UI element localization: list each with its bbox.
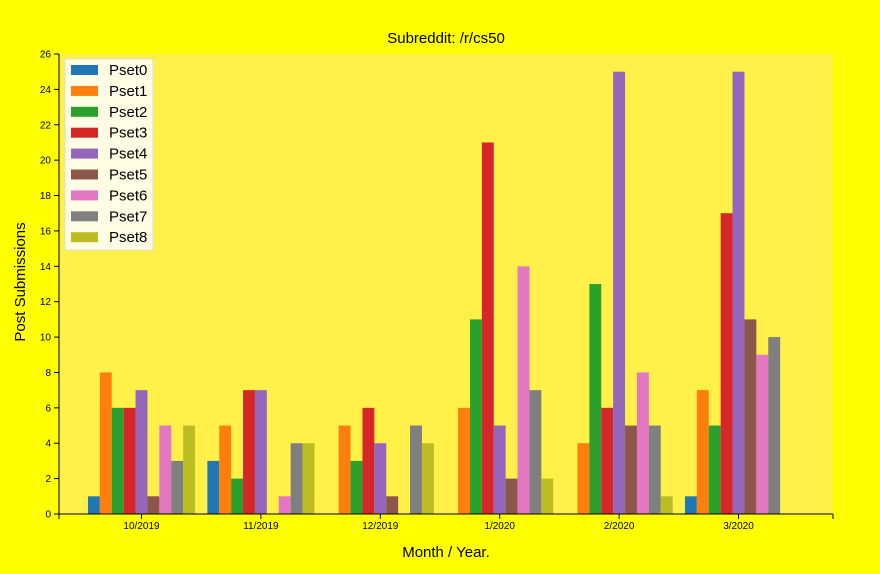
y-tick-label: 6 xyxy=(45,403,51,414)
legend-swatch-pset3 xyxy=(71,127,98,138)
bar-pset0-10-2019 xyxy=(87,496,100,514)
bar-pset4-12-2019 xyxy=(374,443,387,514)
y-tick-label: 0 xyxy=(45,510,51,521)
bar-pset6-1-2020 xyxy=(517,266,530,514)
y-tick-label: 2 xyxy=(45,474,51,485)
bar-pset8-1-2020 xyxy=(541,478,554,514)
y-tick-label: 22 xyxy=(40,120,52,131)
legend-swatch-pset2 xyxy=(71,106,98,117)
bar-pset2-12-2019 xyxy=(350,460,363,514)
x-tick-label: 1/2020 xyxy=(484,521,515,532)
y-axis-label: Post Submissions xyxy=(12,222,29,341)
bar-pset7-3-2020 xyxy=(768,337,781,514)
bar-pset7-2-2020 xyxy=(648,425,661,514)
bar-pset3-3-2020 xyxy=(720,213,733,515)
y-tick-label: 14 xyxy=(40,262,52,273)
x-axis: 10/2019 11/2019 12/2019 1/2020 2/2020 3/2020 xyxy=(58,513,834,532)
bar-pset2-2-2020 xyxy=(589,284,602,514)
bar-pset3-1-2020 xyxy=(481,142,494,514)
y-tick-label: 4 xyxy=(45,439,51,450)
legend-swatch-pset6 xyxy=(71,190,98,201)
x-tick-label: 12/2019 xyxy=(362,521,399,532)
bar-pset4-2-2020 xyxy=(613,71,626,514)
bar-pset1-11-2019 xyxy=(219,425,232,514)
y-tick-label: 10 xyxy=(40,333,52,344)
bar-pset8-10-2019 xyxy=(183,425,196,514)
legend-swatch-pset1 xyxy=(71,85,98,96)
legend-label-pset2: Pset2 xyxy=(109,104,147,121)
bar-pset0-11-2019 xyxy=(207,460,220,514)
legend-label-pset1: Pset1 xyxy=(109,83,147,100)
bar-pset1-1-2020 xyxy=(458,407,470,514)
bar-pset5-3-2020 xyxy=(744,319,757,514)
legend-swatch-pset8 xyxy=(71,232,98,243)
bar-pset4-1-2020 xyxy=(493,425,506,514)
legend-label-pset6: Pset6 xyxy=(109,187,147,204)
y-tick-label: 8 xyxy=(45,368,51,379)
bar-pset1-2-2020 xyxy=(577,443,590,514)
legend-label-pset8: Pset8 xyxy=(109,229,147,246)
y-tick-label: 18 xyxy=(40,191,52,202)
y-tick-label: 26 xyxy=(40,50,52,61)
bar-pset8-12-2019 xyxy=(421,443,434,514)
bar-pset5-1-2020 xyxy=(505,478,518,514)
legend-label-pset4: Pset4 xyxy=(109,146,147,163)
x-tick-label: 10/2019 xyxy=(123,521,160,532)
bar-pset2-3-2020 xyxy=(708,425,721,514)
x-tick-label: 3/2020 xyxy=(723,521,754,532)
bar-pset5-12-2019 xyxy=(386,496,399,514)
legend: Pset0 Pset1 Pset2 Pset3 Pset4 Pset5 Pset6 Pset7… xyxy=(64,58,154,251)
legend-swatch-pset7 xyxy=(71,211,98,222)
x-tick-label: 11/2019 xyxy=(243,521,279,532)
bar-pset7-12-2019 xyxy=(410,425,422,514)
bars-group xyxy=(87,71,781,515)
bar-pset7-11-2019 xyxy=(290,443,303,514)
legend-label-pset3: Pset3 xyxy=(109,125,147,142)
bar-pset7-1-2020 xyxy=(529,390,542,514)
bar-pset6-11-2019 xyxy=(278,496,291,514)
bar-pset3-12-2019 xyxy=(362,407,375,514)
y-tick-label: 12 xyxy=(40,297,52,308)
bar-pset1-10-2019 xyxy=(99,372,112,514)
chart-title: Subreddit: /r/cs50 xyxy=(387,30,505,47)
bar-pset5-10-2019 xyxy=(147,496,160,514)
bar-pset4-10-2019 xyxy=(135,390,148,514)
legend-swatch-pset5 xyxy=(71,169,98,180)
bar-pset1-3-2020 xyxy=(696,390,709,514)
bar-pset5-2-2020 xyxy=(625,425,637,514)
bar-pset6-10-2019 xyxy=(159,425,172,514)
bar-pset3-11-2019 xyxy=(243,390,255,514)
bar-pset1-12-2019 xyxy=(338,425,351,514)
legend-label-pset0: Pset0 xyxy=(109,62,147,79)
bar-pset0-3-2020 xyxy=(684,496,697,514)
bar-pset4-3-2020 xyxy=(732,71,745,514)
bar-pset4-11-2019 xyxy=(254,390,267,514)
bar-pset8-2-2020 xyxy=(660,496,673,514)
x-tick-label: 2/2020 xyxy=(604,521,635,532)
y-tick-label: 24 xyxy=(40,85,52,96)
bar-pset6-2-2020 xyxy=(636,372,649,514)
bar-pset2-1-2020 xyxy=(469,319,482,514)
legend-swatch-pset0 xyxy=(71,65,98,75)
bar-pset7-10-2019 xyxy=(171,460,184,514)
bar-pset8-11-2019 xyxy=(302,443,315,514)
legend-swatch-pset4 xyxy=(71,148,98,159)
y-tick-label: 20 xyxy=(40,156,52,167)
bar-pset6-3-2020 xyxy=(756,354,769,514)
legend-box xyxy=(64,58,154,251)
legend-label-pset5: Pset5 xyxy=(109,167,147,184)
y-tick-label: 16 xyxy=(40,226,52,237)
bar-pset3-10-2019 xyxy=(123,407,136,514)
legend-label-pset7: Pset7 xyxy=(109,208,147,225)
bar-pset2-11-2019 xyxy=(231,478,244,514)
bar-pset3-2-2020 xyxy=(601,407,614,514)
bar-pset2-10-2019 xyxy=(111,407,124,514)
x-axis-label: Month / Year. xyxy=(402,544,490,561)
